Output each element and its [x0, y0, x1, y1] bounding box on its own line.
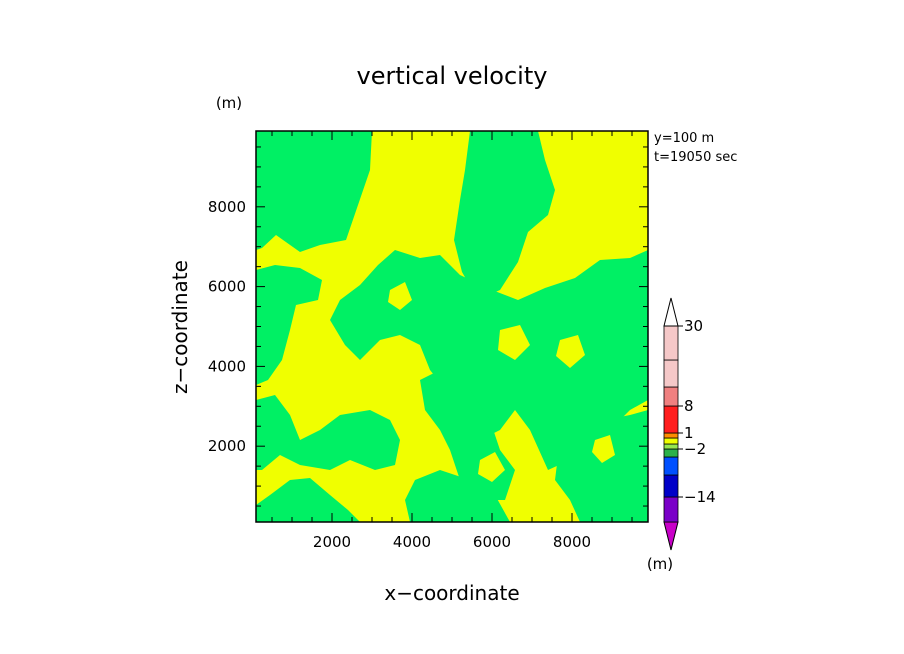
contour-region-upper-band [330, 250, 648, 470]
contour-island-3 [478, 452, 505, 482]
colorbar-segment [663, 405, 679, 434]
x-tick-label: 6000 [473, 533, 511, 551]
contour-region-right-lower [555, 410, 648, 522]
y-axis-label: z−coordinate [168, 260, 192, 394]
contour-region-right-upper [598, 280, 648, 370]
colorbar-segment [663, 448, 679, 458]
x-tick-label: 8000 [553, 533, 591, 551]
contour-region-bottom-left [256, 478, 360, 522]
colorbar-segment [663, 386, 679, 407]
colorbar-low-extension [663, 521, 679, 551]
colorbar-label: 8 [684, 397, 694, 415]
colorbar-segment [663, 437, 679, 445]
colorbar-segment [663, 359, 679, 388]
positive-islands [388, 282, 615, 482]
colorbar-segment [663, 432, 679, 439]
x-tick-label: 4000 [393, 533, 431, 551]
contour-region-top-center [454, 131, 555, 300]
y-axis-ticks: 2000 4000 6000 8000 [208, 146, 648, 507]
contour-region-top-left [256, 131, 372, 252]
annotation-y-location: y=100 m [654, 131, 714, 146]
x-axis-label: x−coordinate [384, 581, 519, 605]
contour-island-4 [592, 435, 615, 463]
chart-title: vertical velocity [357, 62, 548, 90]
contour-island-1 [498, 325, 530, 360]
colorbar-label: −14 [684, 488, 716, 506]
y-tick-label: 2000 [208, 437, 246, 455]
negative-velocity-regions [256, 131, 648, 522]
contour-region-bottom-center [405, 470, 510, 522]
colorbar-unit: (m) [647, 555, 673, 573]
contour-island-2 [556, 335, 585, 368]
colorbar-segment [663, 325, 679, 361]
y-axis-unit: (m) [216, 94, 242, 112]
plot-area [255, 130, 649, 523]
y-tick-label: 8000 [208, 198, 246, 216]
colorbar-segment [663, 456, 679, 476]
colorbar-label: 30 [684, 317, 703, 335]
colorbar-segment [663, 496, 679, 523]
colorbar-label: 1 [684, 424, 694, 442]
colorbar: 30 8 1−2 −14 [663, 297, 716, 551]
x-axis-ticks: 2000 4000 6000 8000 [271, 131, 633, 551]
colorbar-segment [663, 443, 679, 450]
contour-region-left-mid [256, 265, 322, 385]
colorbar-label: −2 [684, 440, 706, 458]
y-tick-label: 6000 [208, 278, 246, 296]
colorbar-segment [663, 474, 679, 498]
y-tick-label: 4000 [208, 357, 246, 375]
annotation-time: t=19050 sec [654, 150, 737, 165]
contour-island-5 [388, 282, 412, 310]
x-tick-label: 2000 [313, 533, 351, 551]
colorbar-high-extension [663, 297, 679, 327]
contour-region-lower-left [256, 395, 400, 470]
